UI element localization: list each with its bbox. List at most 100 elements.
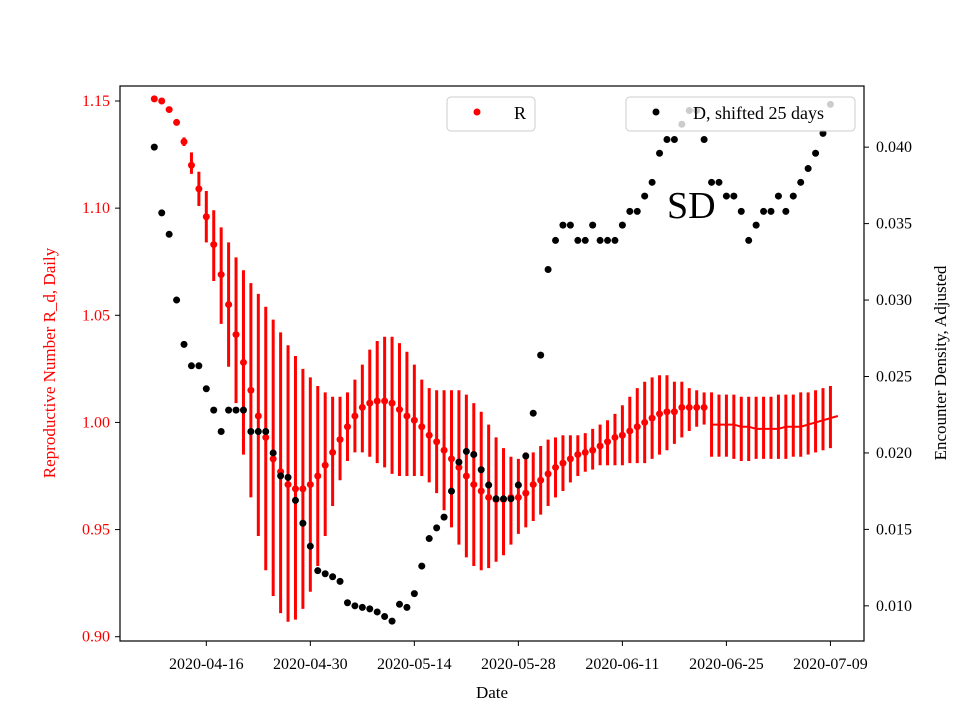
r-point — [410, 416, 418, 424]
r-continuation-line — [711, 415, 839, 430]
x-tick-label: 2020-05-14 — [377, 656, 452, 673]
d-point — [737, 207, 745, 215]
r-point — [262, 433, 270, 441]
d-point — [440, 513, 448, 521]
d-point — [173, 296, 181, 304]
d-point — [195, 362, 203, 370]
r-point — [336, 436, 344, 444]
r-point — [247, 386, 255, 394]
right-y-tick-label: 0.030 — [876, 292, 912, 309]
r-point — [232, 331, 240, 339]
r-point — [158, 97, 166, 105]
d-point — [395, 600, 403, 608]
d-point — [336, 577, 344, 585]
d-point — [239, 406, 247, 414]
d-point — [789, 192, 797, 200]
d-point — [715, 178, 723, 186]
d-point — [277, 472, 285, 480]
d-point — [485, 481, 493, 489]
d-point — [202, 385, 210, 393]
r-point — [440, 446, 448, 454]
r-point — [210, 241, 218, 249]
left-y-tick-label: 0.90 — [82, 629, 110, 646]
r-point — [395, 406, 403, 414]
d-point — [529, 409, 537, 417]
d-point — [670, 136, 678, 144]
r-point — [559, 459, 567, 467]
d-point — [656, 149, 664, 157]
r-point — [544, 470, 552, 478]
d-point — [819, 129, 827, 137]
legend-r-marker — [473, 108, 481, 116]
d-point — [812, 149, 820, 157]
d-point — [403, 603, 411, 611]
d-point — [730, 192, 738, 200]
d-point — [477, 466, 485, 474]
r-point — [552, 463, 560, 471]
d-point — [247, 428, 255, 436]
r-point — [269, 455, 277, 463]
d-point — [544, 265, 552, 273]
d-point — [425, 535, 433, 543]
r-point — [633, 423, 641, 431]
d-point — [366, 605, 374, 613]
r-point — [581, 448, 589, 456]
r-point — [448, 455, 455, 463]
x-tick-label: 2020-06-11 — [585, 656, 659, 673]
d-point — [566, 221, 574, 229]
right-y-tick-label: 0.020 — [876, 445, 912, 462]
d-point — [455, 458, 463, 466]
r-point — [180, 138, 188, 146]
r-point — [648, 414, 656, 422]
d-point — [462, 447, 470, 455]
d-point — [722, 192, 730, 200]
x-tick-label: 2020-04-30 — [273, 656, 348, 673]
r-point — [485, 493, 493, 501]
legend-r-label: R — [514, 103, 526, 123]
legend-r: R — [446, 96, 536, 132]
r-point — [195, 185, 203, 193]
r-point — [418, 423, 426, 431]
r-point — [165, 106, 173, 114]
d-point — [284, 473, 292, 481]
sd-annotation: SD — [667, 185, 716, 227]
legend-d: D, shifted 25 days — [625, 96, 856, 132]
r-point — [150, 95, 158, 103]
r-point — [529, 481, 537, 489]
right-y-tick-label: 0.035 — [876, 216, 912, 233]
r-point — [678, 403, 686, 411]
r-point — [388, 399, 396, 407]
r-point — [306, 481, 314, 489]
d-point — [745, 236, 753, 244]
d-point — [306, 542, 314, 550]
r-point — [477, 487, 485, 495]
d-point — [708, 178, 716, 186]
d-point — [262, 428, 270, 436]
d-point — [559, 221, 567, 229]
r-point — [626, 427, 634, 435]
r-point — [366, 399, 374, 407]
d-point — [299, 519, 307, 527]
d-point — [410, 590, 418, 598]
r-point — [574, 451, 582, 459]
plot-marks — [150, 95, 839, 625]
d-point — [626, 207, 634, 215]
d-point — [611, 236, 619, 244]
plot-frame — [119, 85, 865, 642]
left-y-tick-label: 1.05 — [82, 307, 110, 324]
r-point — [321, 461, 329, 469]
d-point — [500, 495, 508, 503]
r-point — [611, 433, 619, 441]
d-point — [552, 236, 560, 244]
r-point — [425, 431, 433, 439]
x-tick-label: 2020-06-25 — [689, 656, 764, 673]
r-point — [403, 412, 411, 420]
r-point — [314, 472, 322, 480]
r-point — [291, 485, 299, 493]
x-tick-label: 2020-07-09 — [793, 656, 868, 673]
d-point — [604, 236, 612, 244]
x-axis: 2020-04-16 2020-04-30 2020-05-14 2020-05-28… — [169, 641, 868, 673]
d-point — [351, 602, 359, 610]
d-point — [767, 207, 775, 215]
